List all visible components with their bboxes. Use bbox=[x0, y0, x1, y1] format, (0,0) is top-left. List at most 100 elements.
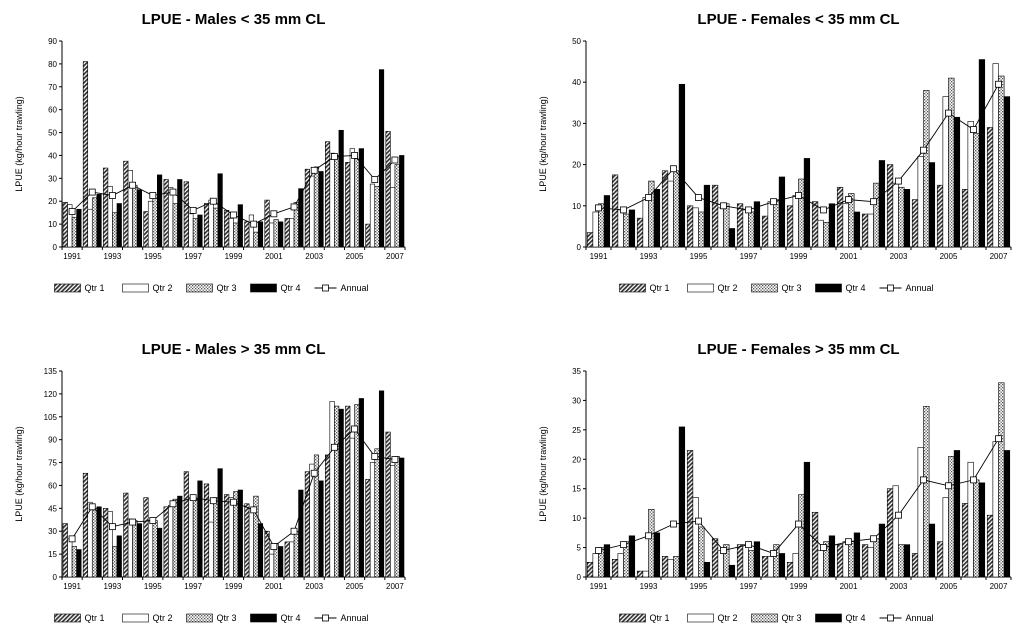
bar-qtr-4-1996 bbox=[729, 565, 735, 577]
bar-qtr-2-2004 bbox=[330, 153, 335, 247]
bar-qtr-2-1998 bbox=[209, 522, 214, 577]
bar-qtr-3-1993 bbox=[112, 213, 117, 247]
bar-qtr-2-2005 bbox=[943, 498, 949, 577]
bar-qtr-1-1992 bbox=[612, 175, 618, 247]
x-tick-label: 2005 bbox=[346, 252, 364, 261]
y-axis-label: LPUE (kg/hour trawling) bbox=[14, 96, 24, 192]
bar-qtr-1-2001 bbox=[265, 531, 270, 577]
annual-marker-2006 bbox=[372, 176, 378, 182]
bar-qtr-1-1993 bbox=[103, 168, 108, 247]
annual-marker-2003 bbox=[311, 167, 317, 173]
bar-qtr-3-1995 bbox=[699, 212, 705, 247]
legend-label-qtr-3: Qtr 3 bbox=[217, 283, 237, 293]
bar-qtr-1-2006 bbox=[366, 479, 371, 577]
x-tick-label: 1991 bbox=[63, 252, 81, 261]
bar-qtr-2-1996 bbox=[168, 187, 173, 247]
bar-qtr-2-1992 bbox=[618, 553, 624, 577]
legend: Qtr 1 Qtr 2 Qtr 3 Qtr 4 Annual bbox=[620, 613, 934, 623]
annual-marker-1998 bbox=[210, 498, 216, 504]
annual-marker-2007 bbox=[996, 436, 1002, 442]
annual-marker-2002 bbox=[291, 204, 297, 210]
bar-qtr-1-1995 bbox=[144, 212, 149, 247]
bar-qtr-2-1998 bbox=[768, 202, 774, 247]
bar-qtr-2-2004 bbox=[918, 448, 924, 577]
bar-qtr-1-2002 bbox=[862, 214, 868, 247]
bar-qtr-3-2005 bbox=[355, 159, 360, 247]
legend: Qtr 1 Qtr 2 Qtr 3 Qtr 4 Annual bbox=[620, 283, 934, 293]
bar-qtr-2-1997 bbox=[189, 214, 194, 247]
bar-qtr-1-2005 bbox=[345, 162, 350, 247]
annual-marker-2002 bbox=[871, 199, 877, 205]
bar-qtr-4-1999 bbox=[238, 490, 243, 577]
x-tick-label: 1999 bbox=[790, 582, 808, 591]
annual-marker-1993 bbox=[109, 193, 115, 199]
bar-qtr-2-1994 bbox=[128, 519, 133, 577]
annual-marker-1993 bbox=[646, 533, 652, 539]
bar-qtr-3-2002 bbox=[874, 183, 880, 247]
bar-qtr-3-2005 bbox=[949, 456, 955, 577]
bar-qtr-4-2004 bbox=[929, 524, 935, 577]
annual-marker-2002 bbox=[871, 536, 877, 542]
legend-marker-annual bbox=[888, 615, 894, 621]
bar-qtr-1-1996 bbox=[712, 539, 718, 577]
y-tick-label: 135 bbox=[44, 367, 58, 376]
annual-marker-1995 bbox=[150, 518, 156, 524]
annual-marker-1998 bbox=[771, 550, 777, 556]
annual-marker-1999 bbox=[231, 499, 237, 505]
bar-qtr-2-2002 bbox=[868, 214, 874, 247]
legend-label-qtr-2: Qtr 2 bbox=[718, 613, 738, 623]
annual-marker-1996 bbox=[721, 203, 727, 209]
legend-label-qtr-4: Qtr 4 bbox=[846, 613, 866, 623]
bar-qtr-3-2004 bbox=[334, 155, 339, 247]
bar-qtr-1-1993 bbox=[637, 571, 643, 577]
bar-qtr-1-1994 bbox=[662, 171, 668, 247]
legend-label-qtr-3: Qtr 3 bbox=[782, 283, 802, 293]
annual-marker-1992 bbox=[621, 207, 627, 213]
x-tick-label: 1995 bbox=[690, 582, 708, 591]
bar-qtr-3-1992 bbox=[92, 198, 97, 247]
x-tick-label: 1993 bbox=[104, 252, 122, 261]
bar-qtr-1-2005 bbox=[345, 406, 350, 577]
legend-label-annual: Annual bbox=[341, 283, 369, 293]
y-tick-label: 10 bbox=[572, 514, 581, 523]
bar-qtr-3-1994 bbox=[674, 556, 680, 577]
bar-qtr-4-1993 bbox=[654, 189, 660, 247]
bar-qtr-4-1995 bbox=[157, 175, 162, 247]
annual-marker-2006 bbox=[971, 477, 977, 483]
annual-marker-2004 bbox=[331, 444, 337, 450]
bar-qtr-1-1996 bbox=[712, 185, 718, 247]
y-tick-label: 50 bbox=[48, 129, 57, 138]
bar-qtr-4-2001 bbox=[854, 212, 860, 247]
x-tick-label: 2005 bbox=[940, 582, 958, 591]
bar-qtr-2-1995 bbox=[148, 201, 153, 247]
bar-qtr-4-2004 bbox=[339, 409, 344, 577]
chart-panel-2: LPUE - Females < 35 mm CLLPUE (kg/hour t… bbox=[538, 11, 1011, 293]
bar-qtr-2-1995 bbox=[148, 521, 153, 577]
bar-qtr-2-1994 bbox=[668, 559, 674, 577]
annual-marker-1993 bbox=[646, 195, 652, 201]
annual-marker-2003 bbox=[896, 512, 902, 518]
legend-swatch-qtr-1 bbox=[620, 614, 646, 622]
annual-marker-1994 bbox=[671, 521, 677, 527]
legend-marker-annual bbox=[323, 615, 329, 621]
bar-qtr-2-1999 bbox=[229, 498, 234, 577]
bar-qtr-2-2006 bbox=[968, 121, 974, 247]
legend-label-qtr-2: Qtr 2 bbox=[153, 283, 173, 293]
bar-qtr-3-1997 bbox=[749, 212, 755, 247]
annual-marker-2003 bbox=[896, 178, 902, 184]
bar-qtr-2-1991 bbox=[68, 539, 73, 577]
bar-qtr-4-2002 bbox=[299, 490, 304, 577]
annual-marker-2004 bbox=[921, 147, 927, 153]
bar-qtr-3-2000 bbox=[824, 222, 830, 247]
bar-qtr-1-2000 bbox=[245, 504, 250, 577]
bar-qtr-4-2003 bbox=[319, 171, 324, 247]
bar-qtr-1-2007 bbox=[987, 128, 993, 247]
x-tick-label: 1997 bbox=[740, 582, 758, 591]
legend-label-qtr-1: Qtr 1 bbox=[650, 283, 670, 293]
bar-qtr-2-1996 bbox=[718, 551, 724, 577]
bar-qtr-1-1996 bbox=[164, 507, 169, 577]
x-tick-label: 2001 bbox=[265, 582, 283, 591]
y-tick-label: 105 bbox=[44, 413, 58, 422]
x-tick-label: 1997 bbox=[184, 582, 202, 591]
